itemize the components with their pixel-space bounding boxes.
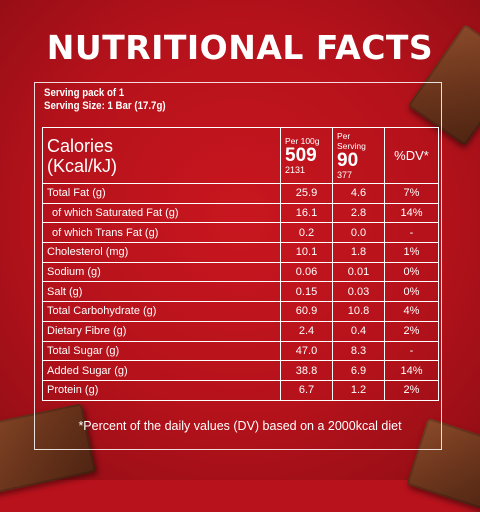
nutrient-name: Dietary Fibre (g) [42,320,281,342]
dv-value: - [384,222,439,244]
per100-value: 2.4 [280,320,333,342]
dv-value: 7% [384,183,439,204]
dv-value: 0% [384,281,439,303]
per100-value: 25.9 [280,183,333,204]
dv-value: 2% [384,320,439,342]
nutrient-name: Added Sugar (g) [42,360,281,381]
per-serving-value: 6.9 [332,360,385,381]
nutrient-name: Total Fat (g) [42,183,281,204]
table-row: of which Trans Fat (g) 0.2 0.0- [42,222,439,244]
dv-header: %DV* [384,127,439,184]
per-serving-value: 8.3 [332,340,385,362]
dv-value: 14% [384,202,439,224]
calories-label-line1: Calories [47,135,114,156]
nutrient-name: Protein (g) [42,379,281,401]
nutrient-name: Salt (g) [42,281,281,303]
per100-value: 0.15 [280,281,333,303]
per-serving-header: Per Serving 90 377 [332,127,385,184]
table-row: Cholesterol (mg) 10.1 1.8 1% [42,242,439,263]
dv-value: 1% [384,242,439,263]
nutrient-name: of which Saturated Fat (g) [42,202,281,224]
nutrient-name: Total Sugar (g) [42,340,281,362]
per-serving-value: 4.6 [332,183,385,204]
serving-size: Serving Size: 1 Bar (17.7g) [44,100,166,112]
per-serving-value: 1.2 [332,379,385,401]
per100-value: 16.1 [280,202,333,224]
per-serving-value: 0.0 [332,222,385,244]
per100-value: 0.06 [280,261,333,283]
per100-kcal: 509 [285,145,317,166]
per100-header: Per 100g 509 2131 [280,127,333,184]
page-title: NUTRITIONAL FACTS [46,28,434,67]
table-row: Total Sugar (g) 47.0 8.3- [42,340,439,362]
nutrient-name: Cholesterol (mg) [42,242,281,263]
table-row: Total Fat (g) 25.9 4.6 7% [42,183,439,204]
per-serving-label: Per Serving [337,131,366,151]
table-row: Sodium (g) 0.06 0.01 0% [42,261,439,283]
per-serving-value: 2.8 [332,202,385,224]
per100-value: 38.8 [280,360,333,381]
per100-value: 60.9 [280,301,333,322]
table-row: Protein (g) 6.7 1.2 2% [42,379,439,401]
per100-value: 6.7 [280,379,333,401]
nutrition-table: Calories (Kcal/kJ) Per 100g 509 2131 Per… [42,127,439,401]
footnote: *Percent of the daily values (DV) based … [78,419,402,433]
nutrient-name: of which Trans Fat (g) [42,222,281,244]
per-serving-kj: 377 [337,170,353,180]
per-serving-value: 0.4 [332,320,385,342]
serving-info: Serving pack of 1 Serving Size: 1 Bar (1… [44,87,166,113]
nutrition-panel-frame [34,82,442,450]
serving-pack: Serving pack of 1 [44,87,125,99]
table-row: Added Sugar (g) 38.8 6.9 14% [42,360,439,381]
table-row: Dietary Fibre (g) 2.4 0.4 2% [42,320,439,342]
table-row: Total Carbohydrate (g) 60.9 10.8 4% [42,301,439,322]
per-serving-value: 0.03 [332,281,385,303]
per100-kj: 2131 [285,165,306,175]
per100-value: 10.1 [280,242,333,263]
table-row: Salt (g) 0.15 0.03 0% [42,281,439,303]
per-serving-value: 10.8 [332,301,385,322]
table-row: of which Saturated Fat (g) 16.1 2.8 14% [42,202,439,224]
dv-value: 14% [384,360,439,381]
dv-value: 4% [384,301,439,322]
per-serving-kcal: 90 [337,150,359,171]
dv-value: 0% [384,261,439,283]
per100-value: 0.2 [280,222,333,244]
dv-value: 2% [384,379,439,401]
calories-label-line2: (Kcal/kJ) [47,155,118,176]
calories-label: Calories (Kcal/kJ) [42,127,281,184]
per-serving-value: 0.01 [332,261,385,283]
calories-header-row: Calories (Kcal/kJ) Per 100g 509 2131 Per… [42,127,439,184]
nutrient-name: Total Carbohydrate (g) [42,301,281,322]
nutrient-name: Sodium (g) [42,261,281,283]
per100-label: Per 100g [285,136,320,146]
per-serving-value: 1.8 [332,242,385,263]
per100-value: 47.0 [280,340,333,362]
dv-value: - [384,340,439,362]
